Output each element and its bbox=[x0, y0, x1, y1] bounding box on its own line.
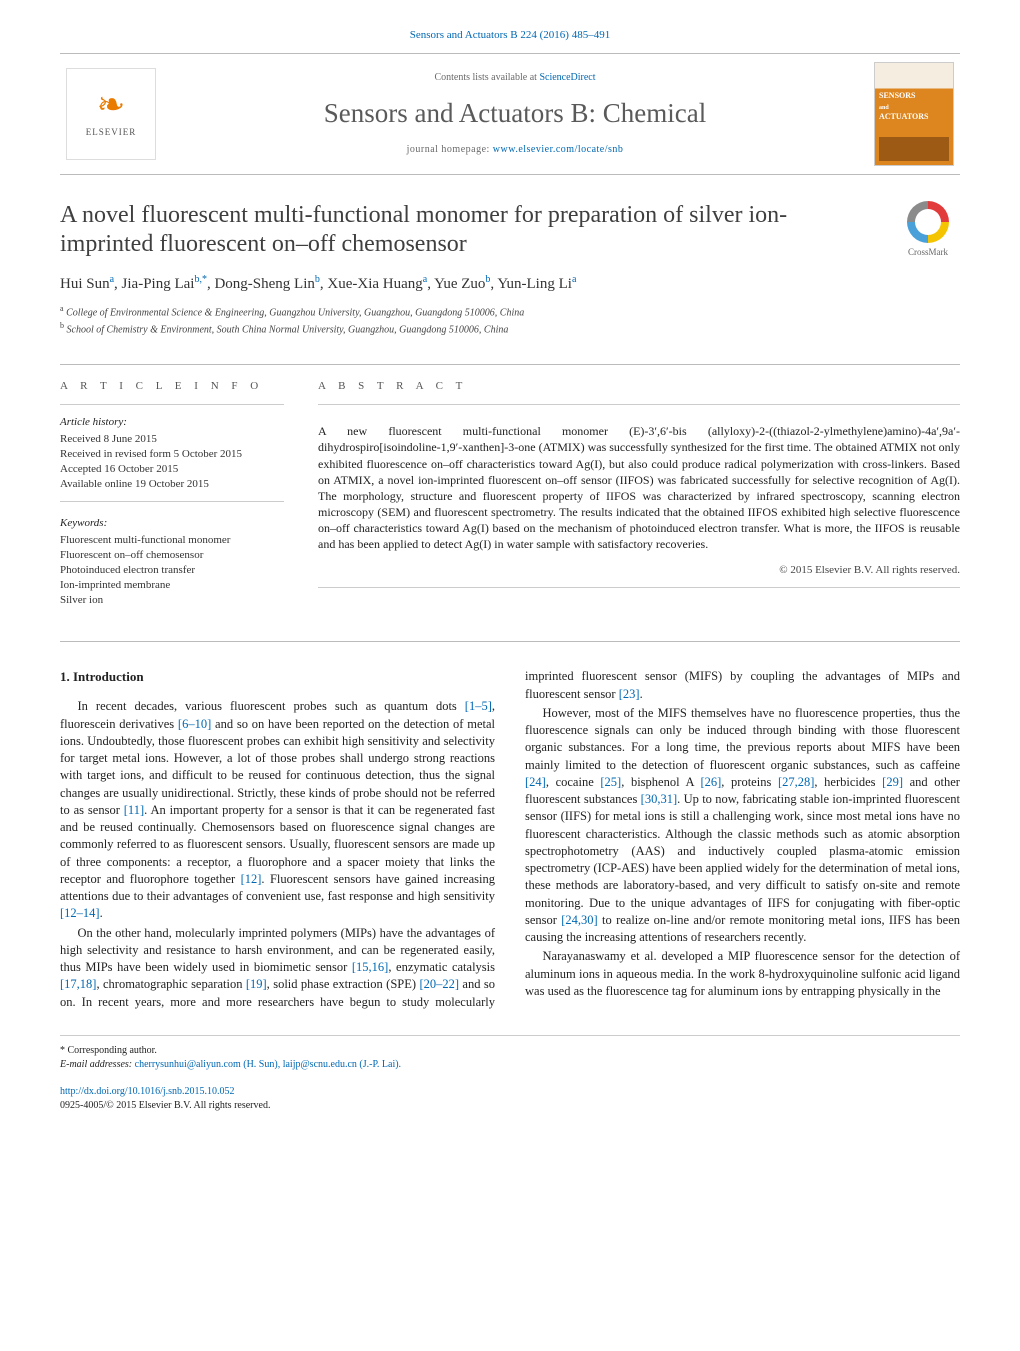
publisher-logo: ❧ ELSEVIER bbox=[66, 68, 156, 160]
article-info-column: a r t i c l e i n f o Article history: R… bbox=[60, 364, 284, 607]
corresponding-author-footer: * Corresponding author. E-mail addresses… bbox=[60, 1035, 960, 1113]
keyword-line: Fluorescent on–off chemosensor bbox=[60, 548, 284, 563]
crossmark-label: CrossMark bbox=[908, 246, 948, 258]
keyword-line: Photoinduced electron transfer bbox=[60, 563, 284, 578]
affiliations: a College of Environmental Science & Eng… bbox=[60, 303, 960, 339]
cover-line-2: ACTUATORS bbox=[879, 112, 929, 121]
section-1-heading: 1. Introduction bbox=[60, 668, 495, 686]
article-info-heading: a r t i c l e i n f o bbox=[60, 365, 284, 404]
corresponding-label: * Corresponding author. bbox=[60, 1044, 960, 1058]
contents-available-line: Contents lists available at ScienceDirec… bbox=[170, 71, 860, 85]
journal-title: Sensors and Actuators B: Chemical bbox=[170, 95, 860, 131]
abstract-heading: a b s t r a c t bbox=[318, 365, 960, 404]
abstract-copyright: © 2015 Elsevier B.V. All rights reserved… bbox=[318, 563, 960, 578]
keyword-line: Ion-imprinted membrane bbox=[60, 578, 284, 593]
history-heading: Article history: bbox=[60, 415, 284, 430]
cover-line-1: SENSORS bbox=[879, 91, 915, 100]
abstract-column: a b s t r a c t A new fluorescent multi-… bbox=[318, 364, 960, 607]
history-line: Accepted 16 October 2015 bbox=[60, 462, 284, 477]
journal-homepage-line: journal homepage: www.elsevier.com/locat… bbox=[170, 143, 860, 157]
body-paragraph: In recent decades, various fluorescent p… bbox=[60, 698, 495, 922]
author-emails[interactable]: cherrysunhui@aliyun.com (H. Sun), laijp@… bbox=[135, 1059, 401, 1070]
journal-cover-thumbnail: SENSORS andACTUATORS bbox=[874, 62, 954, 166]
keyword-line: Silver ion bbox=[60, 593, 284, 608]
sciencedirect-link[interactable]: ScienceDirect bbox=[539, 72, 595, 83]
masthead: ❧ ELSEVIER Contents lists available at S… bbox=[60, 53, 960, 175]
keywords-heading: Keywords: bbox=[60, 516, 284, 531]
publisher-logo-text: ELSEVIER bbox=[86, 126, 137, 138]
header-citation: Sensors and Actuators B 224 (2016) 485–4… bbox=[60, 28, 960, 43]
email-label: E-mail addresses: bbox=[60, 1059, 132, 1070]
body-paragraph: Narayanaswamy et al. developed a MIP flu… bbox=[525, 948, 960, 1000]
history-line: Received in revised form 5 October 2015 bbox=[60, 447, 284, 462]
author-list: Hui Suna, Jia-Ping Laib,*, Dong-Sheng Li… bbox=[60, 273, 960, 294]
history-line: Available online 19 October 2015 bbox=[60, 477, 284, 492]
journal-homepage-link[interactable]: www.elsevier.com/locate/snb bbox=[493, 144, 624, 155]
crossmark-icon bbox=[907, 201, 949, 243]
keyword-line: Fluorescent multi-functional monomer bbox=[60, 533, 284, 548]
doi-link[interactable]: http://dx.doi.org/10.1016/j.snb.2015.10.… bbox=[60, 1086, 235, 1097]
article-title: A novel fluorescent multi-functional mon… bbox=[60, 201, 880, 260]
homepage-prefix: journal homepage: bbox=[407, 144, 493, 155]
contents-prefix: Contents lists available at bbox=[434, 72, 539, 83]
affiliation-line: a College of Environmental Science & Eng… bbox=[60, 303, 960, 321]
body-paragraph: However, most of the MIFS themselves hav… bbox=[525, 705, 960, 947]
cover-and: and bbox=[879, 105, 889, 111]
body-text: 1. Introduction In recent decades, vario… bbox=[60, 641, 960, 1113]
history-line: Received 8 June 2015 bbox=[60, 432, 284, 447]
abstract-text: A new fluorescent multi-functional monom… bbox=[318, 423, 960, 553]
tree-icon: ❧ bbox=[97, 89, 126, 123]
affiliation-line: b School of Chemistry & Environment, Sou… bbox=[60, 320, 960, 338]
issn-copyright: 0925-4005/© 2015 Elsevier B.V. All right… bbox=[60, 1100, 270, 1111]
crossmark-badge[interactable]: CrossMark bbox=[896, 201, 960, 258]
